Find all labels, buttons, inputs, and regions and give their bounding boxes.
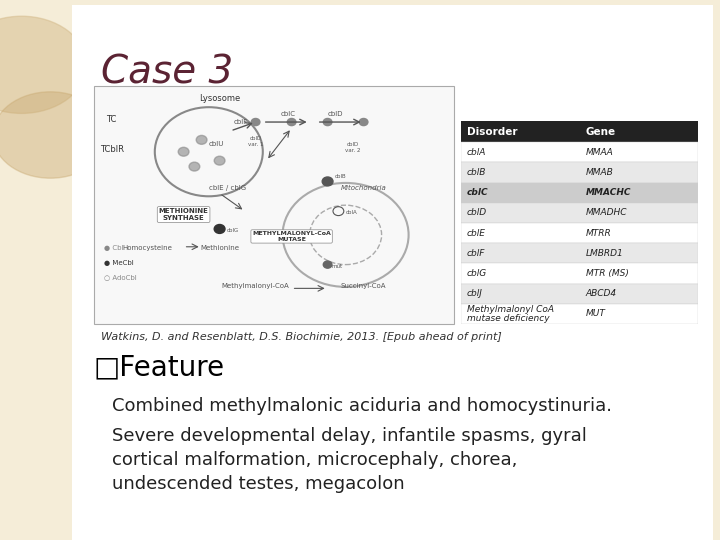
Text: cblB: cblB [467,168,486,177]
Text: METHYLMALONYL-CoA
MUTASE: METHYLMALONYL-CoA MUTASE [252,231,331,242]
Text: cblA: cblA [346,210,357,215]
Text: Gene: Gene [585,126,616,137]
Text: □Feature: □Feature [94,354,225,382]
Text: cblA: cblA [467,148,486,157]
Text: cblE: cblE [467,228,486,238]
Text: Combined methylmalonic aciduria and homocystinuria.: Combined methylmalonic aciduria and homo… [112,397,611,415]
Text: ○ AdoCbl: ○ AdoCbl [104,274,137,280]
Circle shape [215,225,225,233]
Circle shape [196,136,207,144]
FancyBboxPatch shape [461,264,698,284]
FancyBboxPatch shape [461,304,698,324]
Text: cblF: cblF [467,249,485,258]
Circle shape [359,118,368,126]
FancyBboxPatch shape [72,5,713,540]
Circle shape [287,118,296,126]
Text: MTR (MS): MTR (MS) [585,269,629,278]
Circle shape [323,177,333,186]
Circle shape [323,118,332,126]
FancyBboxPatch shape [461,142,698,163]
Text: cblD: cblD [467,208,487,218]
Text: cblE / cblG: cblE / cblG [209,185,246,191]
Text: MUT: MUT [585,309,606,319]
FancyBboxPatch shape [461,121,698,142]
Text: cortical malformation, microcephaly, chorea,: cortical malformation, microcephaly, cho… [112,451,517,469]
Text: cblG: cblG [467,269,487,278]
Text: Methylmalonyl CoA
mutase deficiency: Methylmalonyl CoA mutase deficiency [467,305,554,323]
FancyBboxPatch shape [461,203,698,223]
Text: MMAB: MMAB [585,168,613,177]
Text: TCblR: TCblR [99,145,124,154]
Text: TC: TC [107,115,117,124]
Text: cblC: cblC [281,111,296,117]
Text: Severe developmental delay, infantile spasms, gyral: Severe developmental delay, infantile sp… [112,427,587,444]
Text: Lysosome: Lysosome [199,94,240,103]
Text: ● Cbl: ● Cbl [104,245,124,251]
FancyBboxPatch shape [94,86,454,324]
FancyBboxPatch shape [461,284,698,304]
Text: ● MeCbl: ● MeCbl [104,260,134,266]
Text: cblD
var. 2: cblD var. 2 [345,142,361,153]
FancyBboxPatch shape [461,163,698,183]
Text: MMADHC: MMADHC [585,208,627,218]
Text: undescended testes, megacolon: undescended testes, megacolon [112,475,404,493]
Text: Succinyl-CoA: Succinyl-CoA [341,284,387,289]
Text: Homocysteine: Homocysteine [122,245,173,251]
FancyBboxPatch shape [461,223,698,243]
Text: cblD
var. 1: cblD var. 1 [248,136,264,147]
Text: Case 3: Case 3 [101,54,233,92]
Circle shape [0,92,108,178]
Text: cblF: cblF [234,118,248,125]
Circle shape [179,147,189,156]
Text: cblC: cblC [467,188,488,197]
Text: MMACHC: MMACHC [585,188,631,197]
Text: Methylmalonyl-CoA: Methylmalonyl-CoA [222,284,289,289]
Circle shape [0,16,86,113]
Text: Mitochondria: Mitochondria [341,185,387,191]
Text: mut: mut [331,264,342,268]
Text: ABCD4: ABCD4 [585,289,616,298]
Text: cblD: cblD [328,111,343,117]
Circle shape [251,118,260,126]
Text: cblB: cblB [335,174,346,179]
Circle shape [215,156,225,165]
Text: cblG: cblG [227,228,239,233]
Text: MMAA: MMAA [585,148,613,157]
Text: cblU: cblU [209,141,224,147]
Circle shape [323,261,332,268]
FancyBboxPatch shape [461,183,698,203]
Text: Disorder: Disorder [467,126,517,137]
Text: Watkins, D. and Resenblatt, D.S. Biochimie, 2013. [Epub ahead of print]: Watkins, D. and Resenblatt, D.S. Biochim… [101,332,502,342]
FancyBboxPatch shape [461,243,698,264]
Circle shape [189,162,200,171]
Text: MTRR: MTRR [585,228,611,238]
Text: cblJ: cblJ [467,289,482,298]
Text: LMBRD1: LMBRD1 [585,249,624,258]
Text: Methionine: Methionine [200,245,239,251]
Text: METHIONINE
SYNTHASE: METHIONINE SYNTHASE [158,208,209,221]
